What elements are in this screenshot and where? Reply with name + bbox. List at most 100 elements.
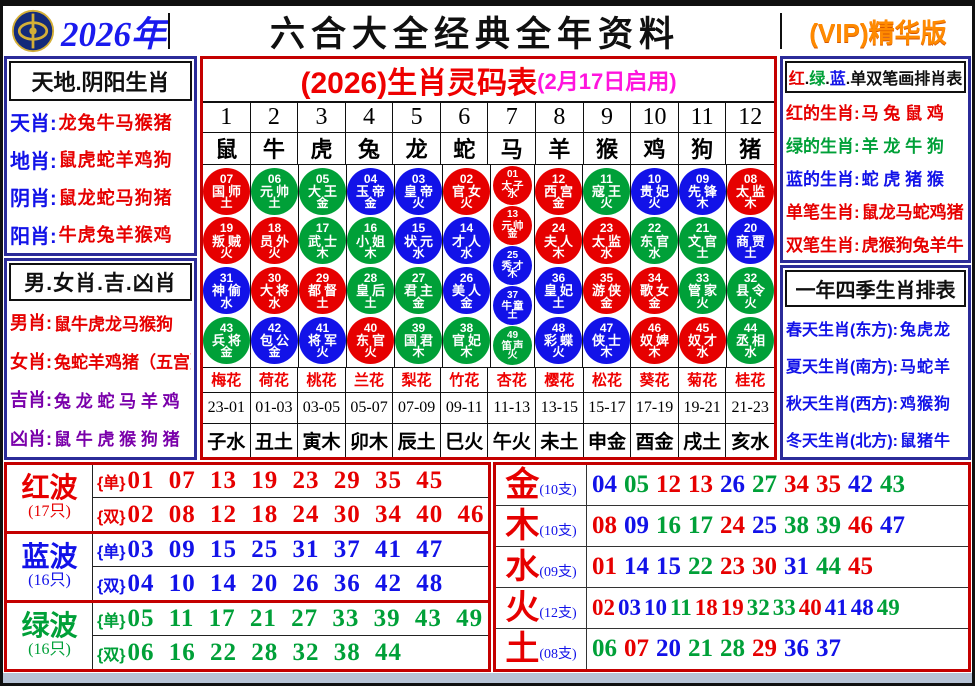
panel-color-stroke: 红.绿.蓝.单双笔画排肖表 红的生肖: 马 兔 鼠 鸡绿的生肖: 羊 龙 牛 狗蓝的…	[780, 56, 971, 263]
color-stroke-value: 虎猴狗兔羊牛	[861, 236, 964, 255]
wave-name: 绿波 (16只)	[7, 603, 93, 669]
ball-number: 06	[267, 171, 282, 186]
wave-count: (16只)	[28, 641, 71, 659]
panel-tiandi-body: 天肖: 龙兔牛马猴猪 地肖: 鼠虎蛇羊鸡狗 阴肖: 鼠龙蛇马狗猪 阳肖: 牛虎兔羊猴鸡	[7, 103, 194, 253]
ball-number: 07	[219, 171, 234, 186]
flower-name: 桂花	[726, 368, 774, 394]
zodiac-ball: 27 君主金	[395, 267, 442, 315]
ball-role: 兵将	[211, 333, 244, 349]
tiandi-value: 鼠虎蛇羊鸡狗	[58, 150, 173, 171]
ball-element: 土	[316, 295, 329, 310]
panel-tiandi-yinyang: 天地.阴阳生肖 天肖: 龙兔牛马猴猪 地肖: 鼠虎蛇羊鸡狗 阴肖: 鼠龙蛇马狗猪 阳肖: 牛虎…	[4, 56, 197, 256]
earthly-branch: 辰土	[393, 424, 441, 457]
ball-number: 05	[315, 171, 330, 186]
wave-odd-row: {单} 01 07 13 19 23 29 35 45	[93, 465, 488, 498]
nannv-row: 男肖: 鼠牛虎龙马猴狗	[10, 309, 191, 335]
tiandi-row: 地肖: 鼠虎蛇羊鸡狗	[10, 145, 191, 174]
element-number: 02	[592, 595, 615, 620]
element-count: (10支)	[539, 483, 577, 498]
element-number: 12	[656, 471, 681, 498]
ball-number: 09	[695, 171, 710, 186]
ball-role: 秀才	[501, 259, 525, 272]
ball-number: 42	[267, 320, 282, 335]
ball-element: 木	[696, 196, 709, 211]
zodiac-name: 兔	[345, 132, 394, 165]
season-value: 鼠猪牛	[900, 432, 952, 450]
hour-range: 19-21	[678, 393, 727, 425]
ball-role: 西宫	[543, 183, 576, 199]
ball-number: 21	[695, 221, 710, 236]
zodiac-ball: 35 游侠金	[583, 267, 630, 315]
zodiac-ball: 44 丞相水	[727, 316, 774, 364]
column-number: 9	[583, 103, 632, 133]
ball-element: 木	[744, 196, 757, 211]
ball-element: 水	[507, 189, 518, 201]
footer-strip	[3, 673, 972, 683]
ball-role: 国师	[211, 183, 244, 199]
wave-even-row: {双} 04 10 14 20 26 36 42 48	[93, 567, 488, 600]
element-count: (08支)	[539, 647, 577, 662]
ball-number: 01	[506, 169, 519, 181]
hour-range: 23-01	[203, 393, 251, 425]
wave-even-numbers: 04 10 14 20 26 36 42 48	[127, 569, 444, 597]
ball-element: 土	[364, 295, 377, 310]
flower-name: 荷花	[250, 367, 299, 394]
ball-role: 寇王	[591, 183, 624, 199]
ball-role: 官女	[451, 183, 484, 199]
color-title-segment: .	[845, 71, 851, 88]
color-stroke-row: 绿的生肖: 羊 龙 牛 狗	[786, 132, 965, 157]
zodiac-ball: 12 西宫金	[535, 167, 582, 215]
flower-name: 樱花	[536, 367, 584, 394]
element-number: 28	[720, 635, 745, 662]
panel-four-seasons-title: 一年四季生肖排表	[785, 270, 966, 307]
ball-element: 水	[696, 345, 709, 360]
element-number: 39	[816, 512, 841, 539]
zodiac-name: 猴	[583, 132, 632, 165]
ball-element: 土	[696, 245, 709, 260]
color-stroke-row: 双笔生肖: 虎猴狗兔羊牛	[786, 231, 965, 256]
element-number: 09	[624, 512, 649, 539]
column-number: 3	[298, 103, 346, 133]
element-number: 42	[848, 471, 873, 498]
ball-element: 水	[600, 245, 613, 260]
element-number: 33	[772, 595, 796, 620]
zodiac-name: 虎	[298, 132, 346, 165]
zodiac-name: 龙	[393, 132, 441, 165]
element-number: 10	[644, 595, 667, 620]
ball-element: 木	[552, 245, 565, 260]
ball-number: 35	[599, 271, 614, 286]
element-count: (10支)	[539, 524, 577, 539]
wave-title: 红波	[21, 472, 78, 504]
ball-role: 商贾	[735, 233, 768, 249]
ball-role: 歌女	[639, 283, 672, 299]
zodiac-ball: 06 元帅土	[251, 167, 298, 215]
zodiac-ball: 45 奴才水	[679, 316, 726, 364]
column-number: 7	[488, 103, 537, 133]
wave-odd-tag: {单}	[97, 475, 126, 492]
panel-color-stroke-title: 红.绿.蓝.单双笔画排肖表	[785, 61, 966, 93]
color-stroke-label: 单笔生肖:	[786, 203, 860, 222]
color-stroke-row: 蓝的生肖: 蛇 虎 猪 猴	[786, 165, 965, 190]
zodiac-ball: 46 奴婢木	[631, 316, 678, 364]
nannv-row: 凶肖: 鼠 牛 虎 猴 狗 猪	[10, 425, 191, 451]
earthly-branch: 申金	[584, 424, 632, 457]
zodiac-ball: 18 员外火	[251, 217, 298, 265]
zodiac-ball: 08 太监木	[727, 167, 774, 215]
column-number: 1	[203, 103, 251, 133]
column-number: 10	[631, 103, 679, 133]
ball-number: 08	[743, 171, 758, 186]
ball-element: 火	[648, 196, 661, 211]
zodiac-name: 鸡	[631, 132, 679, 165]
element-count: (12支)	[539, 606, 577, 621]
element-number: 13	[688, 471, 713, 498]
wave-odd-tag: {单}	[97, 544, 126, 561]
ball-number: 46	[647, 320, 662, 335]
ball-element: 火	[600, 196, 613, 211]
ball-number: 24	[551, 221, 566, 236]
element-number: 46	[848, 512, 873, 539]
wave-odd-numbers: 03 09 15 25 31 37 41 47	[127, 536, 444, 563]
element-number: 47	[880, 512, 905, 539]
column-number: 4	[345, 103, 394, 133]
ball-number: 25	[506, 249, 519, 261]
ball-number: 41	[315, 320, 330, 335]
